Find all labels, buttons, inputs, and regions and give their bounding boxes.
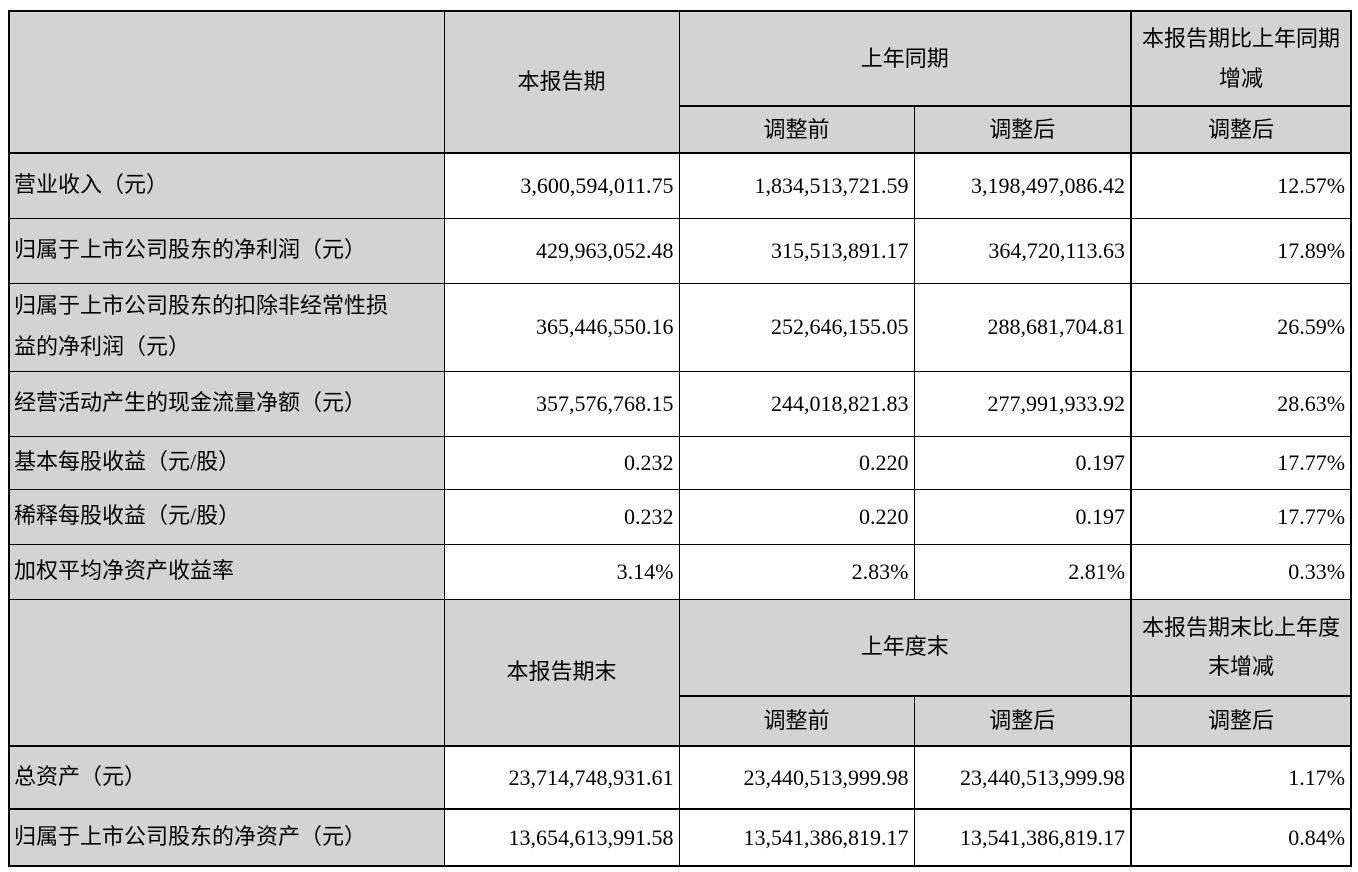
cell-prior-before: 1,834,513,721.59 [678, 152, 915, 219]
header-current-period: 本报告期 [443, 10, 680, 154]
subheader-change-after-adjust: 调整后 [1130, 695, 1352, 747]
row-label: 营业收入（元） [8, 152, 445, 219]
cell-current: 357,576,768.15 [443, 370, 680, 437]
row-label: 基本每股收益（元/股） [8, 435, 445, 490]
table-row: 归属于上市公司股东的净利润（元） 429,963,052.48 315,513,… [8, 217, 1352, 284]
header-prior-period-group: 上年同期 [678, 10, 1132, 107]
cell-period-end: 13,654,613,991.58 [443, 808, 680, 867]
cell-prior-after: 0.197 [913, 488, 1132, 545]
subheader-after-adjust: 调整后 [913, 695, 1132, 747]
row-label: 稀释每股收益（元/股） [8, 488, 445, 545]
cell-prior-before: 13,541,386,819.17 [678, 808, 915, 867]
cell-change: 0.84% [1130, 808, 1352, 867]
key-financials-table: 本报告期 上年同期 本报告期比上年同期增减 调整前 调整后 调整后 营业收入（元… [8, 10, 1353, 867]
cell-prior-after: 23,440,513,999.98 [913, 745, 1132, 810]
table-row: 归属于上市公司股东的净资产（元） 13,654,613,991.58 13,54… [8, 808, 1352, 867]
cell-change: 17.77% [1130, 435, 1352, 490]
cell-prior-after: 3,198,497,086.42 [913, 152, 1132, 219]
cell-prior-before: 315,513,891.17 [678, 217, 915, 284]
cell-period-end: 23,714,748,931.61 [443, 745, 680, 810]
cell-prior-before: 2.83% [678, 543, 915, 600]
cell-current: 3,600,594,011.75 [443, 152, 680, 219]
subheader-before-adjust: 调整前 [678, 105, 915, 154]
cell-prior-after: 277,991,933.92 [913, 370, 1132, 437]
corner-blank-cell [8, 10, 445, 154]
cell-current: 365,446,550.16 [443, 282, 680, 372]
subheader-before-adjust: 调整前 [678, 695, 915, 747]
cell-change: 26.59% [1130, 282, 1352, 372]
header-period-end-change-group: 本报告期末比上年度末增减 [1130, 598, 1352, 697]
table-row: 归属于上市公司股东的扣除非经常性损益的净利润（元） 365,446,550.16… [8, 282, 1352, 372]
cell-prior-before: 0.220 [678, 488, 915, 545]
cell-prior-after: 364,720,113.63 [913, 217, 1132, 284]
cell-change: 17.77% [1130, 488, 1352, 545]
cell-prior-before: 23,440,513,999.98 [678, 745, 915, 810]
cell-change: 17.89% [1130, 217, 1352, 284]
row-label: 归属于上市公司股东的净资产（元） [8, 808, 445, 867]
corner-blank-cell [8, 598, 445, 747]
cell-change: 28.63% [1130, 370, 1352, 437]
cell-prior-before: 244,018,821.83 [678, 370, 915, 437]
table-row: 加权平均净资产收益率 3.14% 2.83% 2.81% 0.33% [8, 543, 1352, 600]
header-period-end: 本报告期末 [443, 598, 680, 747]
table-row: 基本每股收益（元/股） 0.232 0.220 0.197 17.77% [8, 435, 1352, 490]
table-row: 总资产（元） 23,714,748,931.61 23,440,513,999.… [8, 745, 1352, 810]
cell-prior-after: 288,681,704.81 [913, 282, 1132, 372]
cell-current: 0.232 [443, 435, 680, 490]
header-prior-year-end-group: 上年度末 [678, 598, 1132, 697]
header-change-group: 本报告期比上年同期增减 [1130, 10, 1352, 107]
subheader-after-adjust: 调整后 [913, 105, 1132, 154]
table-row: 经营活动产生的现金流量净额（元） 357,576,768.15 244,018,… [8, 370, 1352, 437]
row-label: 归属于上市公司股东的净利润（元） [8, 217, 445, 284]
cell-prior-after: 2.81% [913, 543, 1132, 600]
cell-change: 0.33% [1130, 543, 1352, 600]
cell-current: 0.232 [443, 488, 680, 545]
cell-current: 3.14% [443, 543, 680, 600]
cell-change: 1.17% [1130, 745, 1352, 810]
cell-current: 429,963,052.48 [443, 217, 680, 284]
row-label: 加权平均净资产收益率 [8, 543, 445, 600]
row-label: 经营活动产生的现金流量净额（元） [8, 370, 445, 437]
row-label: 总资产（元） [8, 745, 445, 810]
subheader-change-after-adjust: 调整后 [1130, 105, 1352, 154]
cell-prior-after: 13,541,386,819.17 [913, 808, 1132, 867]
table-row: 营业收入（元） 3,600,594,011.75 1,834,513,721.5… [8, 152, 1352, 219]
table-row: 稀释每股收益（元/股） 0.232 0.220 0.197 17.77% [8, 488, 1352, 545]
row-label: 归属于上市公司股东的扣除非经常性损益的净利润（元） [8, 282, 445, 372]
cell-prior-after: 0.197 [913, 435, 1132, 490]
cell-prior-before: 0.220 [678, 435, 915, 490]
cell-prior-before: 252,646,155.05 [678, 282, 915, 372]
cell-change: 12.57% [1130, 152, 1352, 219]
